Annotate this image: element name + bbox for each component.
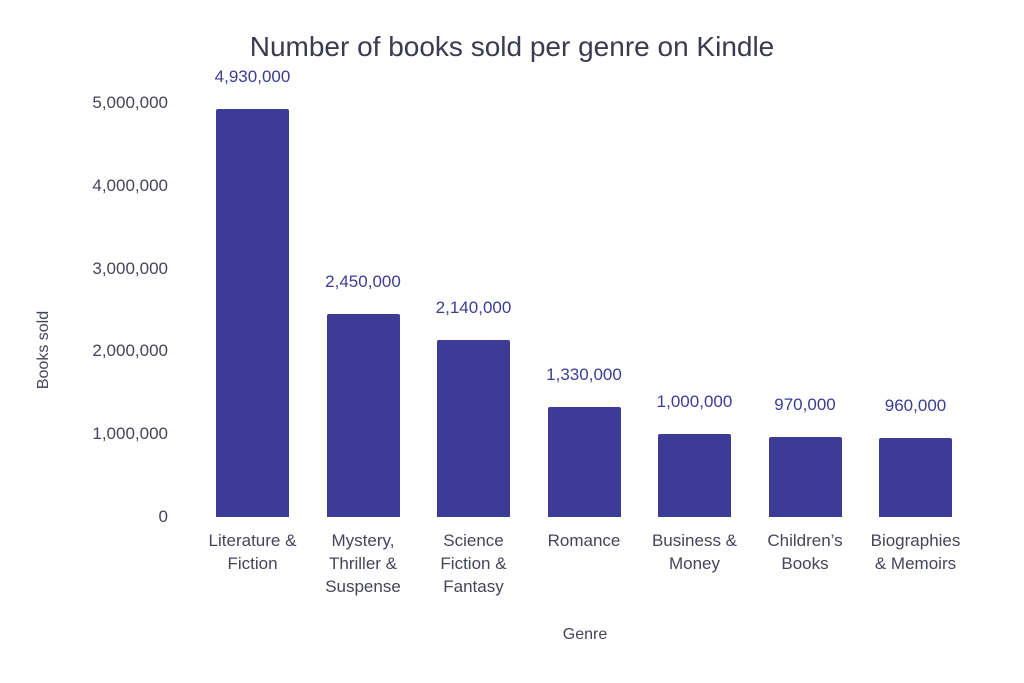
- bar: [547, 406, 621, 517]
- x-tick-label: Science Fiction & Fantasy: [440, 531, 507, 596]
- bar: [216, 108, 289, 517]
- y-tick-label: 4,000,000: [92, 175, 168, 195]
- bar-value-label: 1,000,000: [656, 392, 733, 412]
- x-axis-title: Genre: [562, 626, 608, 643]
- y-axis-title: Books sold: [35, 310, 52, 390]
- x-tick-label: Romance: [547, 531, 621, 550]
- bar-value-label: 1,330,000: [546, 364, 622, 384]
- bar: [326, 314, 400, 517]
- y-tick-label: 3,000,000: [92, 258, 168, 278]
- x-tick-label: Mystery, Thriller & Suspense: [325, 531, 401, 596]
- y-tick-label: 1,000,000: [92, 424, 168, 444]
- x-tick-label: Biographies & Memoirs: [870, 531, 961, 573]
- bar-value-label: 960,000: [884, 395, 947, 415]
- x-tick-label: Literature & Fiction: [208, 531, 297, 573]
- bar-value-label: 970,000: [774, 394, 836, 414]
- bar-value-label: 4,930,000: [214, 66, 291, 86]
- chart-title: Number of books sold per genre on Kindle: [249, 31, 775, 62]
- bar-value-label: 2,140,000: [435, 297, 512, 317]
- y-tick-label: 2,000,000: [92, 341, 168, 361]
- bar: [768, 436, 842, 517]
- y-tick-label: 0: [158, 507, 168, 526]
- x-tick-label: Children’s Books: [767, 531, 843, 573]
- bar: [658, 434, 731, 517]
- y-tick-label: 5,000,000: [92, 93, 168, 112]
- bar: [437, 339, 510, 517]
- bar: [879, 437, 952, 517]
- x-tick-label: Business & Money: [651, 531, 738, 573]
- bar-value-label: 2,450,000: [325, 272, 401, 292]
